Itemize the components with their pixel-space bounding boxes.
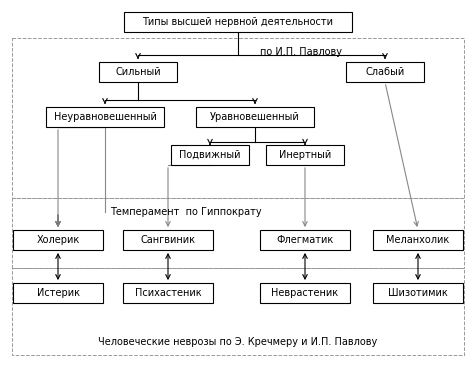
- Text: Уравновешенный: Уравновешенный: [210, 112, 300, 122]
- Text: Сильный: Сильный: [115, 67, 161, 77]
- Bar: [12, 198, 464, 268]
- Text: Инертный: Инертный: [279, 150, 331, 160]
- Bar: [346, 62, 424, 82]
- Text: Сангвиник: Сангвиник: [140, 235, 196, 245]
- Bar: [373, 283, 463, 303]
- Text: Флегматик: Флегматик: [277, 235, 334, 245]
- Bar: [196, 107, 314, 127]
- Bar: [46, 107, 164, 127]
- Text: Типы высшей нервной деятельности: Типы высшей нервной деятельности: [142, 17, 334, 27]
- Text: Истерик: Истерик: [37, 288, 79, 298]
- Bar: [13, 230, 103, 250]
- Text: Темперамент  по Гиппократу: Темперамент по Гиппократу: [110, 207, 262, 217]
- Bar: [171, 145, 249, 165]
- Bar: [12, 38, 464, 198]
- Text: Меланхолик: Меланхолик: [387, 235, 450, 245]
- Bar: [373, 230, 463, 250]
- Bar: [13, 283, 103, 303]
- Bar: [12, 268, 464, 355]
- Text: Подвижный: Подвижный: [179, 150, 241, 160]
- Text: Холерик: Холерик: [36, 235, 79, 245]
- Bar: [123, 230, 213, 250]
- Bar: [260, 283, 350, 303]
- Bar: [123, 283, 213, 303]
- Text: Неврастеник: Неврастеник: [271, 288, 338, 298]
- Text: Психастеник: Психастеник: [135, 288, 201, 298]
- Text: Человеческие неврозы по Э. Кречмеру и И.П. Павлову: Человеческие неврозы по Э. Кречмеру и И.…: [99, 337, 377, 347]
- Bar: [99, 62, 177, 82]
- Text: по И.П. Павлову: по И.П. Павлову: [260, 47, 342, 57]
- Bar: [266, 145, 344, 165]
- Text: Шизотимик: Шизотимик: [388, 288, 448, 298]
- Text: Слабый: Слабый: [366, 67, 405, 77]
- Bar: [260, 230, 350, 250]
- Text: Неуравновешенный: Неуравновешенный: [54, 112, 157, 122]
- Bar: [124, 12, 352, 32]
